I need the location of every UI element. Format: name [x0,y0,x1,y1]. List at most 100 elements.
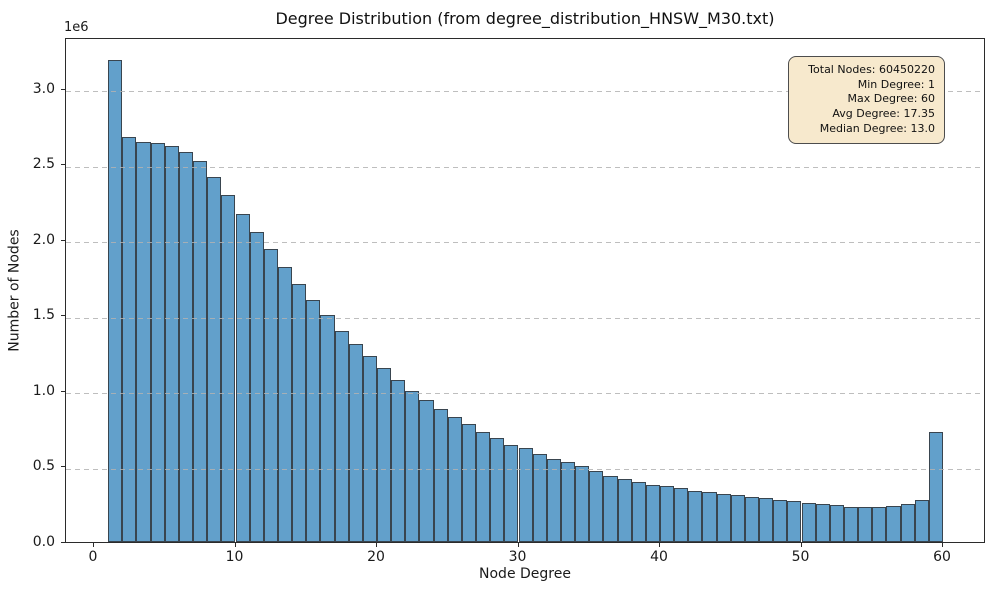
histogram-bar [277,267,293,542]
y-tick-label: 0.5 [32,458,55,474]
histogram-bar [221,195,236,542]
y-tick-label: 3.0 [32,81,55,97]
histogram-bar [108,60,123,542]
stats-line: Min Degree: 1 [857,77,935,91]
histogram-bar [136,142,151,542]
x-tick-label: 30 [508,549,527,565]
histogram-bar [263,249,278,542]
histogram-bar [292,284,307,542]
histogram-bar [886,506,901,542]
histogram-bar [900,504,915,542]
histogram-bar [575,466,590,542]
histogram-bar [801,503,816,542]
stats-line: Avg Degree: 17.35 [832,107,935,121]
gridline [66,393,984,394]
y-tick-mark [61,542,65,543]
histogram-bar [447,417,462,542]
histogram-bar [320,315,335,542]
histogram-bar [759,498,774,542]
histogram-bar [730,495,745,542]
histogram-bar [928,432,943,542]
x-tick-mark [800,543,802,547]
histogram-bar [560,462,576,542]
y-tick-mark [61,240,65,241]
histogram-bar [377,368,392,542]
gridline [66,167,984,168]
histogram-bar [207,177,222,542]
histogram-bar [702,492,717,542]
histogram-bar [164,146,179,542]
histogram-bar [391,380,406,542]
stats-line: Median Degree: 13.0 [819,121,935,135]
x-tick-mark [234,543,236,547]
histogram-bar [532,454,547,542]
gridline [66,91,984,92]
stats-line: Max Degree: 60 [847,92,935,106]
y-tick-label: 2.0 [32,232,55,248]
y-tick-label: 2.5 [32,156,55,172]
histogram-bar [546,459,561,542]
x-axis-label: Node Degree [479,566,571,582]
x-tick-label: 20 [367,549,385,565]
stats-line: Total Nodes: 60450220 [808,63,935,76]
stats-annotation-box: Total Nodes: 60450220 Min Degree: 1 Max De… [788,56,945,144]
histogram-bar [617,479,632,542]
histogram-bar [433,409,448,542]
gridline [66,318,984,319]
histogram-bar [306,300,321,542]
histogram-bar [858,507,873,542]
x-tick-mark [659,543,660,547]
histogram-bar [787,501,802,542]
histogram-bar [490,438,505,542]
histogram-bar [815,504,830,542]
y-tick-mark [61,164,65,165]
x-tick-mark [376,543,377,547]
histogram-bar [829,505,844,542]
y-tick-mark [61,466,65,467]
y-tick-label: 1.5 [32,307,55,323]
histogram-bar [645,485,660,542]
histogram-bar [674,488,689,542]
y-tick-mark [61,315,65,316]
histogram-bar [476,432,491,542]
histogram-bar [178,152,194,542]
histogram-bar [504,445,519,542]
y-tick-label: 1.0 [32,383,55,399]
histogram-bar [235,214,250,542]
histogram-bar [716,494,731,542]
y-tick-mark [61,391,65,392]
gridline [66,469,984,470]
x-tick-label: 60 [933,549,951,565]
histogram-bar [872,507,887,542]
y-tick-label: 0.0 [32,534,55,550]
histogram-bar [914,500,929,542]
histogram-bar [150,143,165,542]
x-tick-mark [93,543,94,547]
x-tick-label: 40 [650,549,668,565]
histogram-bar [249,232,264,542]
histogram-bar [348,344,363,542]
histogram-bar [518,448,533,542]
histogram-bar [334,331,349,542]
x-tick-label: 10 [225,549,244,565]
x-tick-mark [517,543,519,547]
chart-title: Degree Distribution (from degree_distrib… [275,9,775,28]
x-tick-label: 50 [791,549,810,565]
histogram-bar [744,497,760,542]
histogram-bar [631,482,646,542]
x-tick-label: 0 [88,549,98,565]
histogram-bar [843,507,859,542]
histogram-bar [122,137,137,542]
histogram-bar [589,471,604,542]
histogram-bar [419,400,434,542]
histogram-bar [688,491,703,542]
y-axis-offset-label: 1e6 [64,20,89,35]
histogram-bar [362,356,377,542]
histogram-bar [461,424,477,542]
y-tick-mark [61,89,65,90]
gridline [66,242,984,243]
histogram-bar [603,476,618,542]
histogram-bar [773,500,788,542]
x-tick-mark [942,543,943,547]
